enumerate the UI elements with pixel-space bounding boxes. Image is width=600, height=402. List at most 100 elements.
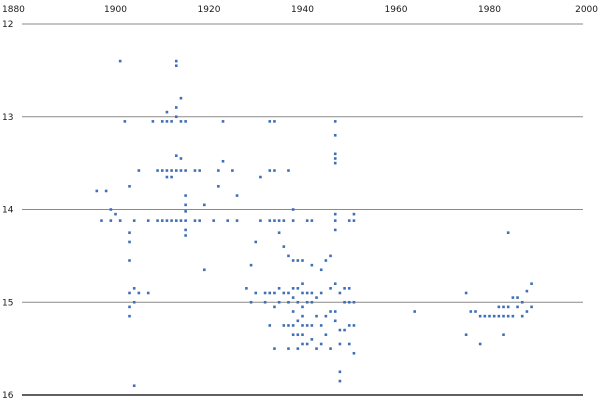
data-point (464, 333, 468, 337)
data-point (291, 208, 295, 211)
data-point (137, 169, 141, 172)
data-point (170, 120, 173, 123)
data-point (315, 296, 318, 299)
data-point (268, 169, 272, 172)
data-point (282, 219, 286, 222)
data-point (184, 219, 187, 222)
data-point (291, 219, 295, 222)
data-point (128, 305, 131, 309)
data-point (249, 263, 253, 267)
data-point (347, 287, 351, 290)
data-point (333, 310, 337, 313)
data-point (511, 314, 515, 318)
data-point (305, 219, 309, 222)
data-point (310, 300, 314, 304)
data-point (506, 305, 510, 309)
data-point (170, 219, 173, 222)
data-point (324, 314, 328, 318)
data-point (319, 342, 323, 346)
data-point (268, 219, 272, 222)
data-point (291, 296, 295, 299)
data-point (165, 169, 169, 172)
data-point (174, 154, 178, 157)
data-point (333, 157, 337, 160)
data-point (352, 300, 356, 304)
data-point (296, 333, 300, 337)
data-point (263, 291, 267, 295)
data-point (128, 259, 131, 262)
data-point (315, 314, 318, 318)
data-point (249, 300, 253, 304)
data-point (184, 120, 187, 123)
data-point (198, 219, 201, 222)
data-point (245, 287, 248, 290)
data-point (254, 240, 258, 244)
data-point (497, 314, 501, 318)
data-point (291, 310, 295, 313)
data-point (511, 296, 515, 299)
data-point (296, 287, 300, 290)
data-point (132, 300, 136, 304)
data-point (179, 219, 183, 222)
data-point (474, 310, 477, 313)
data-point (165, 110, 169, 114)
data-point (287, 347, 290, 350)
data-point (291, 287, 295, 290)
data-point (165, 120, 169, 123)
data-point (109, 208, 113, 211)
data-point (193, 169, 197, 172)
x-tick-label: 2000 (575, 5, 598, 15)
data-point (263, 300, 267, 304)
x-tick-label: 1980 (478, 5, 501, 15)
data-point (174, 64, 178, 68)
data-point (174, 219, 178, 222)
data-point (301, 282, 304, 285)
data-point (483, 314, 487, 318)
data-point (333, 120, 337, 123)
data-point (291, 333, 295, 337)
data-point (520, 300, 524, 304)
data-point (352, 219, 356, 222)
data-point (235, 194, 239, 197)
data-point (273, 291, 276, 295)
data-point (413, 310, 416, 313)
y-tick-label: 14 (2, 206, 14, 216)
data-point (329, 254, 332, 258)
data-point (259, 219, 262, 222)
data-points (95, 59, 533, 388)
data-point (174, 106, 178, 109)
x-tick-label: 1960 (385, 5, 408, 15)
data-point (291, 259, 295, 262)
y-gridlines (22, 23, 583, 396)
data-point (287, 254, 290, 258)
data-point (530, 305, 533, 309)
data-point (203, 203, 206, 207)
data-point (268, 324, 272, 327)
data-point (273, 120, 276, 123)
data-point (310, 291, 314, 295)
x-tick-labels: 1880 1900 1920 1940 1960 1980 2000 (2, 5, 598, 15)
data-point (226, 219, 229, 222)
data-point (128, 314, 131, 318)
data-point (282, 245, 286, 248)
data-point (132, 287, 136, 290)
data-point (277, 287, 281, 290)
data-point (174, 59, 178, 63)
data-point (287, 291, 290, 295)
data-point (329, 287, 332, 290)
data-point (301, 314, 304, 318)
data-point (184, 210, 187, 213)
data-point (151, 120, 155, 123)
data-point (310, 324, 314, 327)
data-point (301, 291, 304, 295)
data-point (203, 268, 206, 272)
data-point (338, 328, 342, 332)
data-point (235, 219, 239, 222)
data-point (254, 291, 258, 295)
data-point (287, 324, 290, 327)
y-tick-labels: 12 13 14 15 16 (2, 20, 14, 401)
data-point (352, 324, 356, 327)
data-point (170, 169, 173, 172)
data-point (310, 338, 314, 341)
